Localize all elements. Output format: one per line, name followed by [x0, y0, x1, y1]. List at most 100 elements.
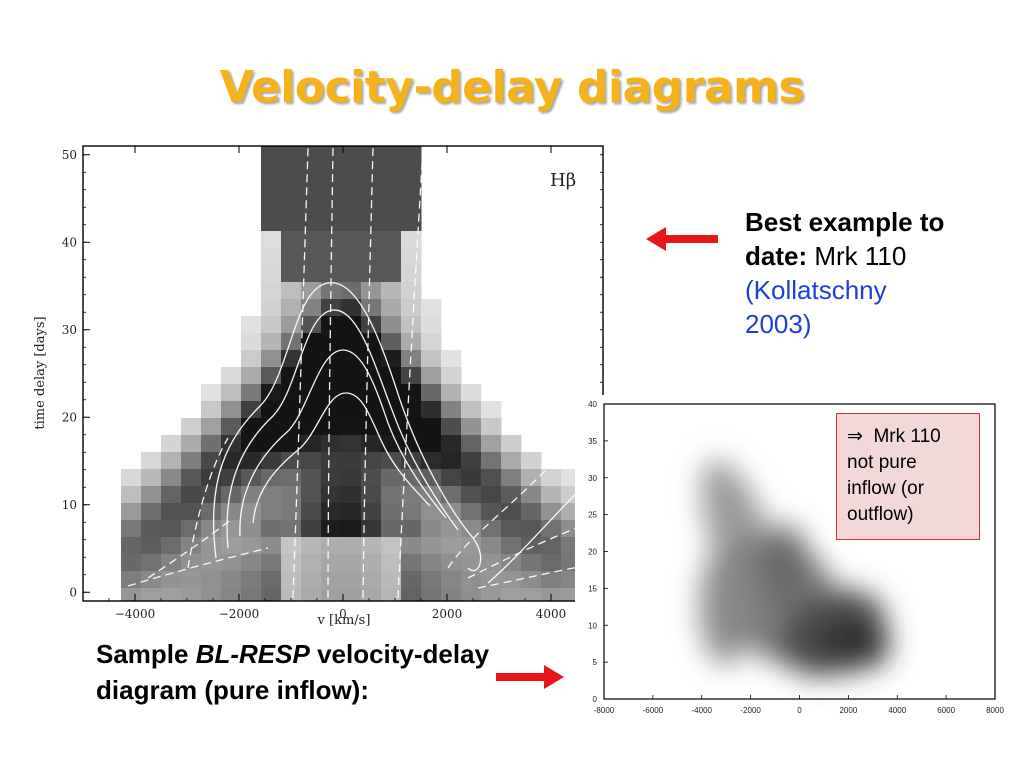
left-map-cell	[381, 197, 402, 215]
left-map-cell	[241, 452, 262, 470]
left-map-cell	[161, 503, 182, 521]
left-map-cell	[321, 503, 342, 521]
left-map-cell	[121, 537, 142, 555]
left-map-cell	[261, 486, 282, 504]
left-map-cell	[281, 248, 302, 266]
left-map-cell	[481, 452, 502, 470]
left-map-cell	[501, 537, 522, 555]
left-map-cell	[221, 401, 242, 419]
left-map-cell	[461, 469, 482, 487]
left-map-cell	[501, 469, 522, 487]
left-map-cell	[141, 503, 162, 521]
left-map-cell	[381, 520, 402, 538]
left-map-cell	[361, 452, 382, 470]
left-map-cell	[361, 214, 382, 232]
left-map-cell	[421, 350, 442, 368]
best-bold-line2: date:	[745, 241, 808, 271]
left-map-cell	[221, 503, 242, 521]
left-map-cell	[321, 571, 342, 589]
left-map-cell	[421, 554, 442, 572]
left-map-cell	[381, 537, 402, 555]
left-map-cell	[361, 537, 382, 555]
left-map-cell	[341, 486, 362, 504]
left-map-cell	[541, 537, 562, 555]
left-map-cell	[241, 520, 262, 538]
left-map-cell	[221, 418, 242, 436]
left-map-cell	[401, 163, 422, 181]
left-map-cell	[321, 384, 342, 402]
left-map-cell	[361, 180, 382, 198]
left-map-cell	[321, 401, 342, 419]
left-x-ticks: −4000 −2000 0 2000 4000	[82, 146, 604, 621]
left-map-cell	[281, 316, 302, 334]
left-map-cell	[121, 571, 142, 589]
left-map-cell	[201, 537, 222, 555]
left-map-cell	[201, 384, 222, 402]
left-map-cell	[281, 588, 302, 601]
left-map-cell	[281, 384, 302, 402]
left-map-cell	[341, 418, 362, 436]
left-map-cell	[441, 537, 462, 555]
right-x-tick-label: 0	[797, 706, 802, 715]
left-map-cell	[401, 520, 422, 538]
left-map-cell	[301, 401, 322, 419]
best-bold-line1: Best example to	[745, 207, 945, 237]
left-map-cell	[521, 486, 542, 504]
left-map-cell	[401, 146, 422, 164]
left-map-cell	[301, 299, 322, 317]
left-map-cell	[301, 503, 322, 521]
right-y-tick-label: 5	[593, 658, 598, 667]
left-map-cell	[461, 452, 482, 470]
left-map-cell	[181, 435, 202, 453]
left-map-cell	[261, 282, 282, 300]
left-map-cell	[201, 452, 222, 470]
left-map-cell	[341, 588, 362, 601]
left-map-cell	[281, 299, 302, 317]
left-map-cell	[321, 537, 342, 555]
left-map-cell	[421, 316, 442, 334]
left-map-cell	[441, 367, 462, 385]
left-map-cell	[401, 180, 422, 198]
right-density-blob	[700, 459, 890, 677]
left-map-cell	[321, 520, 342, 538]
left-map-cell	[161, 452, 182, 470]
left-map-cell	[241, 350, 262, 368]
left-map-cell	[341, 248, 362, 266]
left-x-tick-label: −2000	[219, 607, 260, 621]
left-map-cell	[381, 265, 402, 283]
left-map-cell	[201, 503, 222, 521]
left-map-cell	[241, 316, 262, 334]
left-map-cell	[281, 214, 302, 232]
left-map-cell	[181, 469, 202, 487]
left-map-cell	[541, 503, 562, 521]
left-map-cell	[461, 588, 482, 601]
left-map-cell	[261, 435, 282, 453]
left-map-cell	[401, 486, 422, 504]
left-map-cell	[401, 554, 422, 572]
left-map-cell	[301, 537, 322, 555]
slide-title: Velocity-delay diagrams	[219, 62, 805, 113]
left-y-tick-label: 20	[62, 410, 77, 424]
left-map-cell	[461, 401, 482, 419]
left-map-cell	[301, 214, 322, 232]
left-map-cell	[361, 571, 382, 589]
left-map-cell	[461, 537, 482, 555]
left-map-cell	[321, 486, 342, 504]
left-map-cell	[381, 384, 402, 402]
left-map-cell	[321, 282, 342, 300]
left-map-cell	[301, 435, 322, 453]
left-x-tick-label: 2000	[432, 607, 463, 621]
left-map-cell	[381, 333, 402, 351]
left-map-cell	[281, 180, 302, 198]
left-map-cell	[521, 520, 542, 538]
left-map-cell	[221, 571, 242, 589]
right-y-tick-label: 35	[588, 437, 597, 446]
left-map-cell	[241, 384, 262, 402]
left-map-cell	[481, 486, 502, 504]
left-map-cell	[481, 520, 502, 538]
left-map-cell	[481, 554, 502, 572]
left-map-cell	[321, 333, 342, 351]
left-map-cell	[461, 520, 482, 538]
left-map-cell	[261, 265, 282, 283]
left-map-cell	[201, 435, 222, 453]
